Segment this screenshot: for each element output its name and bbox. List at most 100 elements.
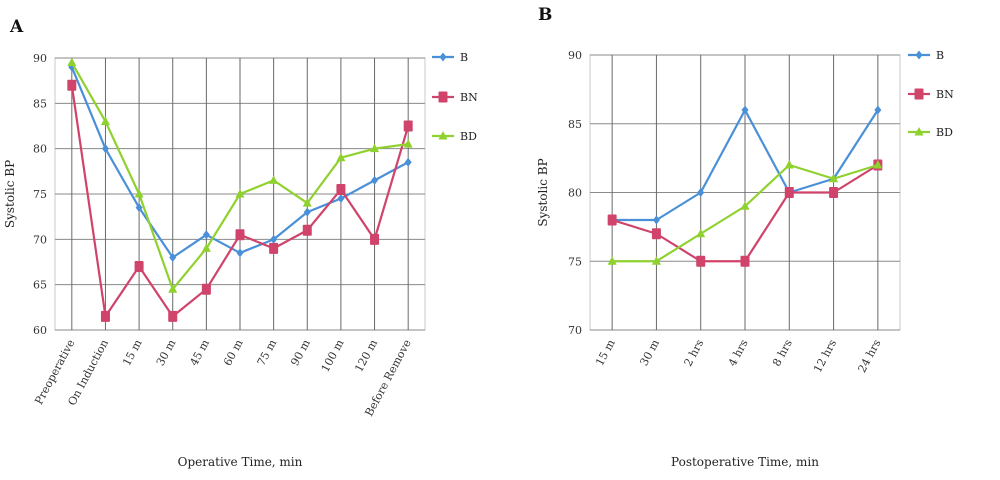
y-tick-label: 80	[33, 143, 47, 156]
data-point-b	[337, 194, 345, 204]
panel-letter: B	[538, 5, 552, 25]
data-point-bd	[370, 143, 380, 153]
y-tick-label: 75	[568, 255, 582, 268]
legend-label: BN	[936, 88, 954, 101]
y-tick-label: 85	[568, 118, 582, 131]
data-point-b	[371, 175, 379, 185]
data-point-bn	[269, 242, 279, 254]
legend-marker	[915, 50, 923, 60]
x-tick-label: 90 m	[288, 337, 313, 368]
legend-marker	[914, 127, 924, 136]
y-axis-title: Systolic BP	[536, 158, 550, 226]
x-tick-label: 100 m	[319, 337, 347, 374]
data-point-bd	[873, 160, 883, 169]
y-tick-label: 75	[33, 188, 47, 201]
data-point-b	[101, 144, 109, 154]
data-point-bd	[269, 175, 279, 184]
data-point-bn	[67, 79, 77, 91]
data-point-bn	[336, 183, 346, 195]
data-point-bn	[168, 310, 178, 322]
data-point-bd	[607, 256, 617, 265]
x-tick-label: 75 m	[255, 337, 280, 368]
data-point-bn	[696, 255, 706, 267]
legend-item-bd: BD	[432, 130, 477, 143]
legend-marker	[914, 88, 924, 100]
data-point-bn	[201, 283, 211, 295]
data-point-b	[135, 203, 143, 213]
data-point-b	[236, 248, 244, 258]
panel-letter: A	[9, 17, 24, 37]
legend-marker	[438, 131, 448, 140]
data-point-bn	[403, 120, 413, 132]
data-point-b	[270, 234, 278, 244]
data-point-bd	[784, 160, 794, 169]
data-point-b	[404, 157, 412, 167]
x-tick-label: 15 m	[120, 337, 145, 368]
x-tick-label: 60 m	[221, 337, 246, 368]
series-bn	[67, 79, 413, 322]
data-point-bd	[302, 198, 312, 207]
legend-label: BN	[460, 91, 478, 104]
legend-item-b: B	[908, 49, 944, 62]
x-axis-title: Operative Time, min	[178, 455, 303, 469]
legend-label: B	[460, 51, 468, 64]
legend-item-bn: BN	[908, 88, 954, 101]
y-tick-label: 90	[568, 49, 582, 62]
data-point-b	[202, 230, 210, 240]
data-point-bn	[370, 233, 380, 245]
x-tick-label: 12 hrs	[811, 337, 839, 375]
legend-label: BD	[460, 130, 477, 143]
y-tick-label: 70	[33, 233, 47, 246]
data-point-bd	[336, 152, 346, 162]
data-point-bd	[696, 228, 706, 238]
data-point-bn	[607, 214, 617, 226]
data-point-bd	[235, 189, 245, 198]
y-axis-title: Systolic BP	[3, 160, 17, 228]
series-bd	[607, 160, 883, 265]
data-point-bn	[829, 187, 839, 198]
data-point-b	[652, 215, 660, 225]
x-tick-label: 15 m	[593, 337, 618, 368]
legend-item-bn: BN	[432, 91, 478, 104]
chart-panel-b: B 70 75 80 85 90 15 m 30 m 2 hrs 4 hrs 8 hrs 12 hrs…	[536, 5, 954, 469]
y-tick-label: 85	[33, 97, 47, 110]
data-point-bd	[134, 189, 144, 198]
x-tick-label: 2 hrs	[682, 337, 707, 369]
legend-item-bd: BD	[908, 126, 953, 139]
y-tick-label: 80	[568, 187, 582, 200]
x-tick-label: 30 m	[154, 337, 179, 368]
data-point-bn	[784, 187, 794, 198]
data-point-bd	[67, 57, 77, 67]
x-tick-label: 45 m	[187, 337, 212, 368]
y-tick-label: 70	[568, 324, 582, 337]
data-point-b	[874, 105, 882, 115]
data-point-bn	[100, 310, 110, 322]
y-tick-label: 60	[33, 324, 47, 337]
data-point-bn	[302, 224, 312, 236]
data-point-b	[169, 252, 177, 262]
series-bn	[607, 159, 883, 267]
x-tick-label: 30 m	[637, 337, 662, 368]
x-tick-label: 8 hrs	[770, 337, 795, 369]
data-point-b	[697, 188, 705, 197]
legend-label: BD	[936, 126, 953, 139]
data-point-bn	[134, 261, 144, 273]
data-point-bd	[403, 139, 413, 148]
x-tick-label: 4 hrs	[726, 337, 751, 369]
series-bd	[67, 57, 413, 293]
legend-marker	[438, 91, 448, 103]
data-point-bn	[235, 229, 245, 241]
x-axis-title: Postoperative Time, min	[671, 455, 819, 469]
legend-marker	[439, 52, 447, 62]
y-tick-label: 90	[33, 52, 47, 65]
x-tick-label: 120 m	[352, 337, 380, 374]
data-point-bd	[100, 116, 110, 125]
legend-item-b: B	[432, 51, 468, 64]
data-point-b	[303, 207, 311, 217]
data-point-bd	[168, 284, 178, 293]
data-point-bd	[651, 256, 661, 265]
data-point-bd	[829, 173, 839, 183]
data-point-bn	[740, 255, 750, 267]
